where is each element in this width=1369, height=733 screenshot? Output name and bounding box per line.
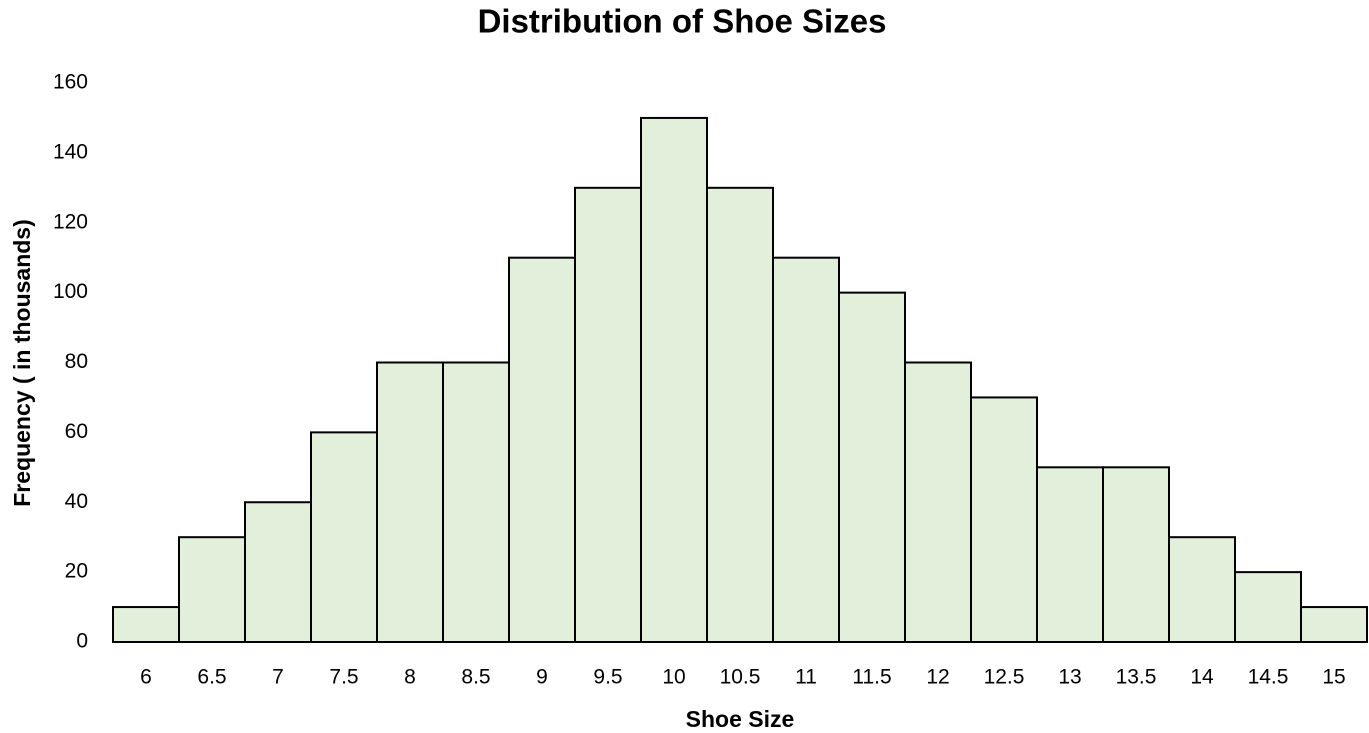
bar	[508, 256, 576, 643]
bar	[838, 291, 906, 643]
bar	[904, 361, 972, 643]
x-axis-title: Shoe Size	[686, 706, 795, 732]
x-tick-label: 8.5	[461, 666, 490, 689]
x-tick-label: 10	[662, 666, 685, 689]
bar	[1300, 606, 1368, 643]
x-tick-label: 11.5	[852, 666, 891, 689]
x-tick-label: 11	[795, 666, 817, 689]
bar	[706, 186, 774, 643]
bar	[970, 396, 1038, 643]
bar	[1036, 466, 1104, 643]
x-tick-label: 6.5	[197, 666, 226, 689]
x-tick-label: 7	[272, 666, 284, 689]
y-tick-label: 120	[53, 210, 88, 233]
bar	[772, 256, 840, 643]
y-tick-label: 100	[53, 280, 88, 303]
x-tick-label: 15	[1322, 666, 1345, 689]
y-tick-label: 160	[53, 71, 88, 94]
x-tick-label: 13	[1058, 666, 1081, 689]
bar	[640, 116, 708, 643]
bar	[376, 361, 444, 643]
y-tick-label: 40	[65, 490, 88, 513]
y-axis-title: Frequency ( in thousands)	[9, 219, 35, 507]
bar	[310, 431, 378, 643]
y-tick-label: 20	[65, 560, 88, 583]
x-tick-label: 13.5	[1116, 666, 1157, 689]
x-tick-label: 9.5	[593, 666, 622, 689]
x-tick-label: 7.5	[329, 666, 358, 689]
y-tick-label: 0	[76, 630, 88, 653]
bar	[244, 501, 312, 643]
chart-title: Distribution of Shoe Sizes	[478, 3, 887, 40]
y-tick-label: 60	[65, 420, 88, 443]
bar	[1234, 571, 1302, 643]
x-tick-label: 10.5	[720, 666, 761, 689]
bar	[112, 606, 180, 643]
bar	[574, 186, 642, 643]
x-tick-label: 14.5	[1248, 666, 1289, 689]
bar	[1102, 466, 1170, 643]
x-tick-label: 12	[926, 666, 949, 689]
y-tick-label: 80	[65, 350, 88, 373]
x-tick-label: 6	[140, 666, 152, 689]
bar	[442, 361, 510, 643]
x-tick-label: 9	[536, 666, 548, 689]
bar	[178, 536, 246, 643]
bar	[1168, 536, 1236, 643]
x-tick-label: 8	[404, 666, 416, 689]
y-tick-label: 140	[53, 140, 88, 163]
x-tick-label: 12.5	[984, 666, 1025, 689]
x-tick-label: 14	[1190, 666, 1214, 689]
